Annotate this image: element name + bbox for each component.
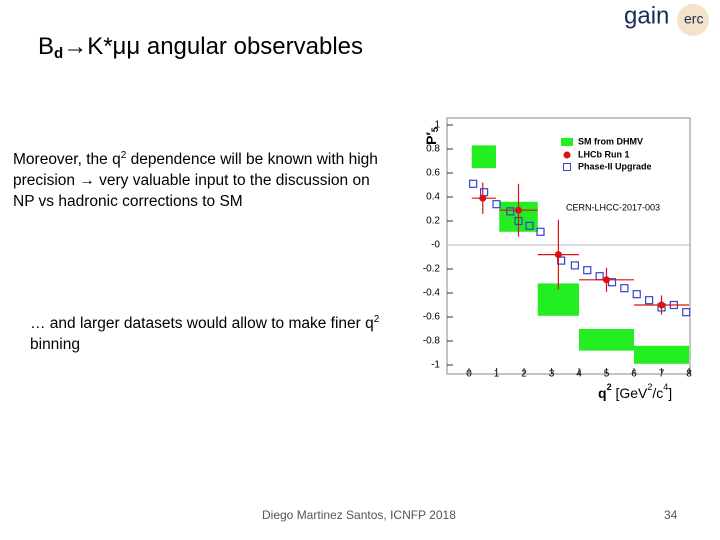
x-tick-label: 6 [631, 369, 637, 380]
legend-label: SM from DHMV [578, 136, 643, 146]
phase2-point [557, 256, 566, 265]
text: dependence will be known with high preci… [13, 151, 378, 211]
lhcb-point [603, 276, 610, 284]
footer-author: Diego Martinez Santos, ICNFP 2018 [262, 508, 456, 522]
x-label-part: /c [652, 385, 663, 401]
phase2-point [645, 296, 654, 305]
paragraph: … and larger datasets would allow to mak… [30, 309, 390, 355]
x-tick-label: 0 [466, 369, 472, 380]
y-tick-label: 0.4 [426, 192, 440, 203]
x-tick-label: 3 [549, 369, 555, 380]
x-label-part: [GeV [612, 385, 648, 401]
lhcb-point [658, 301, 665, 309]
paragraph: Moreover, the q2 dependence will be know… [13, 145, 383, 212]
title: Bd→K*μμ angular observables [38, 33, 363, 62]
lhcb-point [479, 194, 487, 202]
sup: 2 [120, 150, 127, 161]
y-tick-label: 0.8 [426, 144, 440, 155]
phase2-point [536, 227, 545, 236]
title-sub: d [54, 45, 63, 62]
x-tick-label: 2 [521, 369, 527, 380]
phase2-point [525, 221, 534, 230]
x-label-sup: 2 [647, 382, 652, 392]
x-tick-label: 4 [576, 369, 582, 380]
phase2-point [570, 261, 579, 270]
y-tick-label: 1 [434, 120, 440, 131]
phase2-point [620, 284, 629, 293]
legend-swatch [563, 163, 571, 171]
y-label-sub: 5 [430, 127, 440, 132]
x-tick-label: 5 [604, 369, 610, 380]
x-label-sup: 4 [663, 382, 668, 392]
y-tick-label: -0.4 [423, 288, 441, 299]
annotation: CERN-LHCC-2017-003 [566, 202, 660, 212]
legend-swatch [561, 138, 573, 146]
x-label-sup: 2 [607, 382, 612, 392]
sup: 2 [373, 314, 380, 325]
phase2-point [682, 308, 691, 317]
logo-gain: gain [624, 2, 669, 29]
x-tick-label: 7 [659, 369, 665, 380]
legend-swatch [563, 151, 571, 159]
y-tick-label: -0.8 [423, 336, 441, 347]
y-axis-label: P′5 [423, 127, 441, 145]
title-part: →K*μμ angular observables [63, 33, 363, 60]
y-tick-label: -0.6 [423, 312, 441, 323]
sm-box [579, 329, 634, 351]
phase2-point [632, 290, 641, 299]
x-label-part: q [598, 385, 607, 401]
x-label-part: ] [668, 385, 672, 401]
text: Moreover, the q [13, 151, 121, 169]
x-tick-label: 8 [686, 369, 692, 380]
y-tick-label: -0 [431, 240, 440, 251]
y-tick-label: -1 [431, 360, 440, 371]
y-label-part: P′ [423, 132, 439, 145]
sm-box [634, 345, 689, 364]
text: binning [30, 336, 80, 354]
page-number: 34 [664, 508, 678, 522]
x-axis-label: q2 [GeV2/c4] [598, 382, 672, 400]
y-tick-label: -0.2 [423, 264, 441, 275]
legend-label: Phase-II Upgrade [578, 161, 652, 171]
lhcb-point [515, 206, 522, 214]
y-tick-label: 0.6 [426, 168, 440, 179]
x-tick-label: 1 [494, 369, 500, 380]
title-part: B [38, 33, 54, 60]
lhcb-point [554, 251, 562, 259]
phase2-point [469, 179, 478, 188]
sm-box [471, 145, 496, 169]
y-tick-label: 0.2 [426, 216, 440, 227]
phase2-point [506, 207, 515, 216]
phase2-point [583, 266, 592, 275]
text: … and larger datasets would allow to mak… [30, 315, 374, 333]
phase2-point [492, 200, 501, 209]
logo-erc-circle [677, 4, 709, 36]
legend-label: LHCb Run 1 [578, 149, 630, 159]
logo-erc: erc [684, 11, 703, 27]
